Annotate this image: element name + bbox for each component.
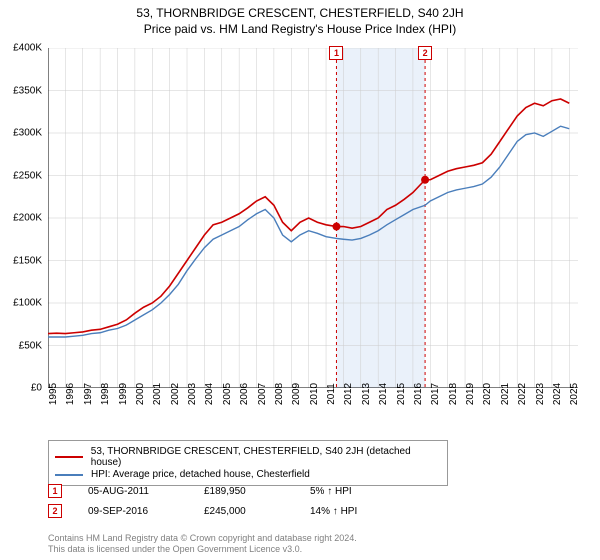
y-tick-label: £0 [31, 383, 42, 394]
x-tick-label: 2009 [291, 383, 302, 405]
transaction-row: 2 09-SEP-2016 £245,000 14% ↑ HPI [48, 504, 357, 518]
x-tick-label: 2020 [482, 383, 493, 405]
x-tick-label: 2017 [430, 383, 441, 405]
transaction-price: £189,950 [204, 486, 284, 497]
x-tick-label: 2025 [569, 383, 580, 405]
x-tick-label: 2013 [361, 383, 372, 405]
transaction-date: 09-SEP-2016 [88, 506, 178, 517]
legend-item: 53, THORNBRIDGE CRESCENT, CHESTERFIELD, … [55, 446, 441, 468]
x-tick-label: 2015 [396, 383, 407, 405]
x-tick-label: 2011 [326, 383, 337, 405]
y-tick-label: £400K [13, 43, 42, 54]
chart-container: 53, THORNBRIDGE CRESCENT, CHESTERFIELD, … [0, 0, 600, 560]
x-tick-label: 2010 [309, 383, 320, 405]
x-tick-label: 2019 [465, 383, 476, 405]
footer-line-1: Contains HM Land Registry data © Crown c… [48, 533, 357, 545]
sale-marker-1: 1 [329, 46, 343, 60]
x-tick-label: 2000 [135, 383, 146, 405]
x-tick-label: 2014 [378, 383, 389, 405]
legend-swatch [55, 474, 83, 476]
y-tick-label: £250K [13, 170, 42, 181]
transaction-price: £245,000 [204, 506, 284, 517]
footer-attribution: Contains HM Land Registry data © Crown c… [48, 533, 357, 556]
y-tick-label: £50K [19, 340, 42, 351]
y-tick-label: £300K [13, 128, 42, 139]
transaction-change: 14% ↑ HPI [310, 506, 357, 517]
x-tick-label: 2005 [222, 383, 233, 405]
y-tick-label: £100K [13, 298, 42, 309]
transaction-marker: 2 [48, 504, 62, 518]
legend: 53, THORNBRIDGE CRESCENT, CHESTERFIELD, … [48, 440, 448, 486]
footer-line-2: This data is licensed under the Open Gov… [48, 544, 357, 556]
legend-label: HPI: Average price, detached house, Ches… [91, 469, 310, 480]
x-tick-label: 1995 [48, 383, 59, 405]
chart-area: £0£50K£100K£150K£200K£250K£300K£350K£400… [48, 48, 578, 408]
transaction-marker: 1 [48, 484, 62, 498]
transaction-date: 05-AUG-2011 [88, 486, 178, 497]
y-tick-label: £150K [13, 255, 42, 266]
chart-title: 53, THORNBRIDGE CRESCENT, CHESTERFIELD, … [0, 0, 600, 20]
x-tick-label: 2023 [535, 383, 546, 405]
x-tick-label: 2022 [517, 383, 528, 405]
legend-item: HPI: Average price, detached house, Ches… [55, 469, 441, 480]
x-tick-label: 1997 [83, 383, 94, 405]
x-tick-label: 2012 [343, 383, 354, 405]
x-tick-label: 2008 [274, 383, 285, 405]
x-tick-label: 2006 [239, 383, 250, 405]
x-tick-label: 2018 [448, 383, 459, 405]
x-tick-label: 2002 [170, 383, 181, 405]
x-tick-label: 2001 [152, 383, 163, 405]
y-tick-label: £350K [13, 85, 42, 96]
x-tick-label: 2003 [187, 383, 198, 405]
transaction-change: 5% ↑ HPI [310, 486, 352, 497]
x-tick-label: 2004 [204, 383, 215, 405]
chart-subtitle: Price paid vs. HM Land Registry's House … [0, 20, 600, 36]
x-tick-label: 1999 [118, 383, 129, 405]
x-tick-label: 2016 [413, 383, 424, 405]
x-tick-label: 1998 [100, 383, 111, 405]
x-tick-label: 1996 [65, 383, 76, 405]
line-chart [48, 48, 578, 388]
transaction-row: 1 05-AUG-2011 £189,950 5% ↑ HPI [48, 484, 352, 498]
legend-label: 53, THORNBRIDGE CRESCENT, CHESTERFIELD, … [91, 446, 441, 468]
y-tick-label: £200K [13, 213, 42, 224]
sale-marker-2: 2 [418, 46, 432, 60]
x-tick-label: 2007 [257, 383, 268, 405]
x-tick-label: 2024 [552, 383, 563, 405]
x-tick-label: 2021 [500, 383, 511, 405]
legend-swatch [55, 456, 83, 458]
